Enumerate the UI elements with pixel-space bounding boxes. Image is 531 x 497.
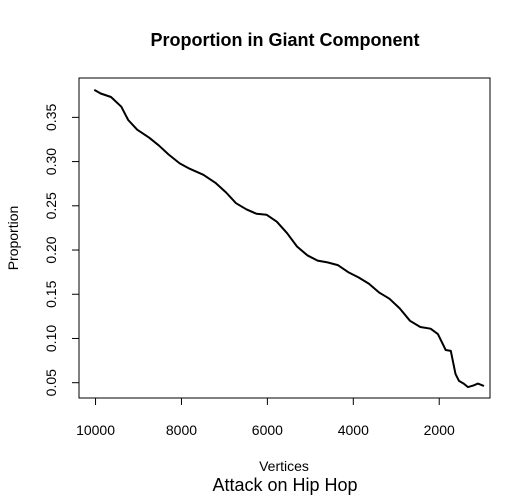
chart-caption: Attack on Hip Hop [212, 475, 357, 495]
x-axis-label: Vertices [259, 458, 309, 474]
y-tick-label: 0.10 [43, 325, 59, 352]
x-tick-label: 6000 [252, 422, 283, 438]
x-tick-label: 8000 [166, 422, 197, 438]
x-tick-label: 2000 [424, 422, 455, 438]
y-tick-label: 0.05 [43, 369, 59, 396]
y-tick-label: 0.20 [43, 236, 59, 263]
y-tick-label: 0.30 [43, 148, 59, 175]
x-tick-label: 10000 [76, 422, 115, 438]
y-axis-label: Proportion [5, 206, 21, 271]
proportion-line [93, 89, 485, 389]
x-tick-label: 4000 [338, 422, 369, 438]
plot-frame [78, 77, 491, 399]
y-axis: 0.05 0.10 0.15 0.20 0.25 0.30 0.35 [43, 104, 80, 396]
y-tick-label: 0.15 [43, 280, 59, 307]
chart-title: Proportion in Giant Component [151, 30, 420, 50]
x-axis: 10000 8000 6000 4000 2000 [76, 397, 455, 438]
y-tick-label: 0.35 [43, 104, 59, 131]
y-tick-label: 0.25 [43, 192, 59, 219]
